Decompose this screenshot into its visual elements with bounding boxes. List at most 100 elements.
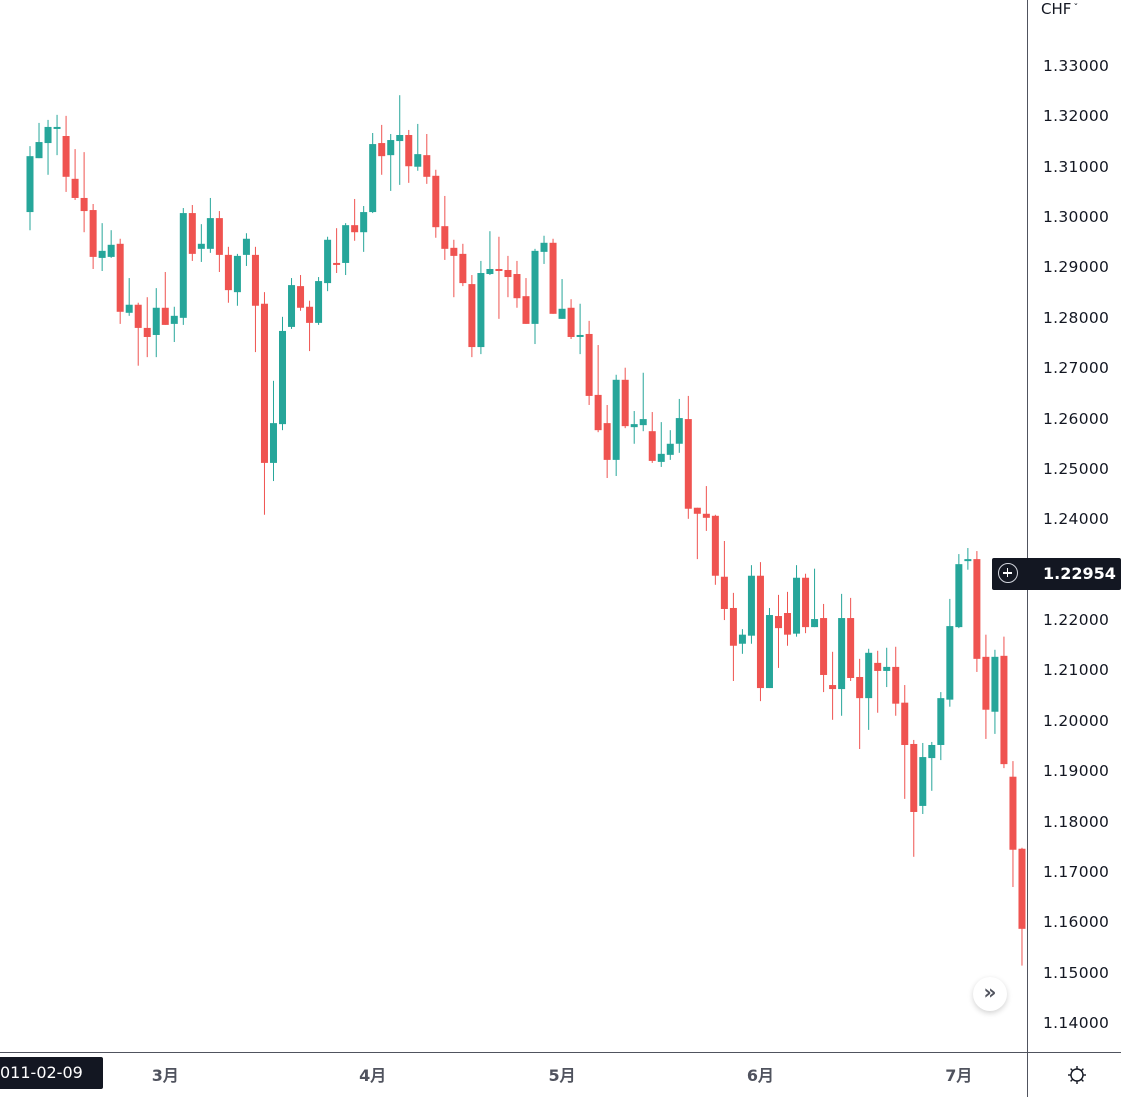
candle-body — [242, 238, 250, 255]
candle-body — [621, 379, 629, 427]
candle-body — [549, 242, 557, 314]
candle-body — [170, 315, 178, 324]
candle-down — [910, 739, 918, 857]
candle-down — [80, 152, 88, 233]
plus-circle-icon[interactable] — [998, 563, 1018, 583]
candle-body — [829, 685, 837, 690]
price-tick-label: 1.16000 — [1043, 913, 1110, 932]
currency-selector[interactable]: CHF ˇ — [1041, 0, 1078, 18]
candle-body — [585, 333, 593, 396]
time-tick-label: 6月 — [746, 1066, 775, 1085]
candle-down — [423, 133, 431, 184]
price-tick-label: 1.31000 — [1043, 157, 1110, 176]
price-tick-label: 1.24000 — [1043, 510, 1110, 529]
candle-body — [702, 513, 710, 518]
candle-body — [188, 213, 196, 254]
candle-down — [603, 404, 611, 479]
time-tick-label: 3月 — [151, 1066, 179, 1085]
candle-body — [342, 225, 350, 263]
candle-body — [179, 213, 187, 318]
candle-down — [684, 395, 692, 519]
candle-body — [847, 618, 855, 678]
settings-gear-icon[interactable] — [1066, 1064, 1088, 1086]
candle-up — [206, 197, 214, 253]
candlestick-chart[interactable] — [0, 0, 1027, 1052]
candle-body — [774, 616, 782, 629]
candle-body — [928, 744, 936, 759]
candle-body — [964, 559, 972, 562]
candle-body — [648, 431, 656, 461]
candle-down — [720, 540, 728, 621]
candle-down — [297, 275, 305, 311]
candle-body — [324, 239, 332, 284]
candle-up — [125, 278, 133, 316]
candle-body — [513, 274, 521, 299]
candle-up — [233, 253, 241, 306]
candle-down — [251, 246, 259, 353]
candle-body — [423, 155, 431, 177]
candle-up — [315, 277, 323, 325]
candle-down — [982, 634, 990, 739]
candle-down — [351, 198, 359, 241]
candle-up — [414, 123, 422, 171]
candle-down — [892, 646, 900, 716]
candle-down — [188, 205, 196, 261]
candle-up — [179, 208, 187, 325]
price-tick-label: 1.22000 — [1043, 611, 1110, 630]
candle-body — [98, 250, 106, 258]
candle-body — [865, 652, 873, 699]
candle-body — [720, 576, 728, 609]
candle-up — [107, 230, 115, 258]
scroll-to-realtime-button[interactable]: » — [973, 977, 1007, 1011]
candle-body — [315, 281, 323, 323]
price-tick-label: 1.29000 — [1043, 258, 1110, 277]
candle-up — [269, 380, 277, 482]
candle-body — [1009, 776, 1017, 850]
candle-down — [711, 514, 719, 585]
candle-body — [378, 143, 386, 157]
price-tick-label: 1.28000 — [1043, 308, 1110, 327]
price-tick-label: 1.25000 — [1043, 459, 1110, 478]
candle-down — [513, 260, 521, 308]
candle-body — [946, 626, 954, 700]
candle-down — [432, 169, 440, 238]
price-axis-divider — [1027, 0, 1028, 1097]
time-axis-divider — [0, 1052, 1121, 1053]
candle-body — [414, 154, 422, 167]
candle-down — [621, 367, 629, 429]
candle-down — [522, 278, 530, 324]
candle-body — [116, 243, 124, 312]
chevron-down-icon: ˇ — [1073, 3, 1079, 14]
candle-down — [333, 228, 341, 274]
candle-down — [648, 412, 656, 463]
candle-body — [937, 698, 945, 745]
candle-body — [107, 244, 115, 257]
candle-body — [973, 559, 981, 659]
candle-up — [242, 233, 250, 266]
candle-up — [486, 231, 494, 276]
candle-body — [522, 296, 530, 324]
candle-body — [333, 262, 341, 265]
candle-up — [955, 554, 963, 629]
candle-up — [612, 374, 620, 477]
candle-body — [297, 286, 305, 308]
candle-down — [901, 685, 909, 799]
price-tick-label: 1.26000 — [1043, 409, 1110, 428]
candle-body — [35, 142, 43, 159]
candle-down — [1000, 636, 1008, 769]
candle-body — [1018, 848, 1026, 929]
candle-up — [838, 593, 846, 716]
candle-down — [161, 272, 169, 325]
candle-up — [738, 629, 746, 654]
candle-body — [260, 303, 268, 463]
candle-body — [675, 418, 683, 444]
candle-up — [369, 132, 377, 214]
candle-body — [360, 212, 368, 233]
current-price-value: 1.22954 — [1043, 564, 1116, 583]
candle-down — [1018, 847, 1026, 966]
candle-body — [459, 253, 467, 284]
candle-body — [892, 666, 900, 704]
candle-down — [468, 275, 476, 358]
price-tick-label: 1.27000 — [1043, 359, 1110, 378]
candle-up — [576, 303, 584, 355]
